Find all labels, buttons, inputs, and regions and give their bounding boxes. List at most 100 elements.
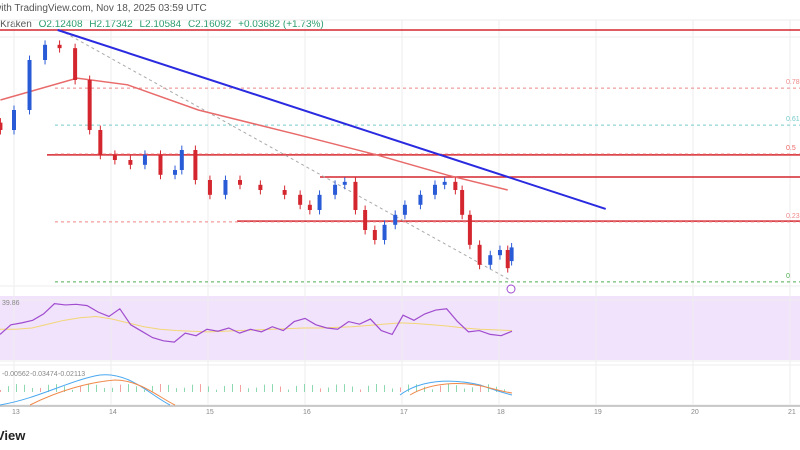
exchange-label: - Kraken (0, 19, 32, 30)
fib-level-label: 0.786 (786, 79, 800, 86)
macd-histogram-bar (456, 385, 457, 392)
macd-histogram-bar (440, 385, 441, 392)
macd-histogram-bar (320, 388, 321, 392)
candle (505, 250, 510, 269)
rsi-panel (0, 296, 800, 360)
macd-histogram-bar (104, 388, 105, 392)
macd-value-label: -0.00562 (2, 371, 30, 378)
macd-histogram-bar (280, 386, 281, 392)
macd-histogram-bar (208, 386, 209, 392)
macd-histogram-bar (64, 386, 65, 392)
macd-histogram-bar (216, 389, 217, 392)
rsi-line (0, 303, 513, 343)
x-tick-label: 13 (12, 409, 20, 416)
macd-histogram-bar (392, 388, 393, 392)
macd-histogram-bar (336, 384, 337, 392)
macd-histogram-bar (352, 386, 353, 392)
macd-histogram-bar (240, 384, 241, 392)
macd-histogram-bar (304, 384, 305, 392)
candle (282, 190, 287, 195)
macd-histogram-bar (88, 384, 89, 392)
candle (488, 255, 493, 265)
macd-histogram-bar (136, 386, 137, 392)
macd-histogram-bar (344, 384, 345, 392)
candle (87, 80, 92, 130)
candle (158, 154, 163, 175)
fib-trend-line (59, 29, 511, 281)
candle (27, 60, 32, 110)
macd-histogram-bar (272, 384, 273, 392)
macd-histogram-bar (384, 385, 385, 392)
macd-histogram-bar (0, 390, 1, 392)
candle (307, 204, 312, 210)
macd-histogram-bar (160, 384, 161, 392)
macd-histogram-bar (448, 384, 449, 392)
candle (363, 210, 368, 230)
macd-histogram-bar (464, 388, 465, 392)
candle (393, 214, 398, 225)
candle (142, 154, 147, 165)
macd-histogram-bar (8, 386, 9, 392)
macd-histogram-bar (472, 387, 473, 392)
candle (193, 150, 198, 180)
macd-histogram-bar (408, 384, 409, 392)
macd-histogram-bar (192, 384, 193, 392)
macd-histogram-bar (184, 387, 185, 392)
macd-histogram-bar (312, 385, 313, 392)
macd-value-label: -0.02113 (58, 371, 85, 378)
macd-histogram-bar (504, 389, 505, 392)
macd-histogram-bar (16, 384, 17, 392)
macd-histogram-bar (72, 389, 73, 392)
trend-line (57, 29, 607, 210)
macd-histogram-bar (416, 384, 417, 392)
alert-marker-icon (506, 284, 516, 294)
candle (298, 194, 303, 205)
macd-histogram-bar (176, 388, 177, 392)
candle (12, 110, 16, 130)
candle (497, 250, 502, 256)
candle (509, 247, 514, 262)
candle (453, 181, 458, 190)
close-value: C2.16092 (187, 19, 232, 30)
x-tick-label: 18 (497, 409, 505, 416)
macd-histogram-bar (112, 387, 113, 392)
fib-level-label: 0.236 (786, 213, 800, 220)
fib-level-label: 0 (786, 273, 790, 280)
macd-histogram-bar (144, 389, 145, 392)
candle (382, 224, 387, 240)
macd-histogram-bar (80, 386, 81, 392)
candle (179, 150, 184, 170)
macd-histogram-bar (376, 384, 377, 392)
candle (432, 184, 437, 195)
candle (442, 181, 447, 185)
macd-histogram-bar (424, 386, 425, 392)
macd-histogram-bar (288, 389, 289, 392)
candle (43, 44, 48, 60)
candle (173, 170, 178, 175)
macd-histogram-bar (296, 385, 297, 392)
macd-histogram-bar (432, 389, 433, 392)
candle (402, 204, 407, 215)
macd-histogram-bar (256, 387, 257, 392)
macd-signal-line (29, 379, 513, 406)
macd-histogram-bar (168, 384, 169, 392)
change-value: +0.03682 (+1.73%) (238, 19, 324, 30)
moving-average-line (0, 77, 508, 191)
macd-histogram-bar (48, 384, 49, 392)
candle (467, 214, 472, 245)
candle (128, 160, 133, 165)
macd-histogram-bar (152, 385, 153, 392)
candle (207, 180, 212, 195)
x-tick-label: 14 (109, 409, 117, 416)
macd-histogram-bar (328, 387, 329, 392)
low-value: L2.10584 (139, 19, 182, 30)
candle (372, 230, 377, 240)
x-tick-label: 15 (206, 409, 214, 416)
candle (238, 180, 243, 185)
macd-histogram-bar (224, 385, 225, 392)
candle (258, 184, 263, 190)
candle (342, 181, 347, 185)
macd-histogram-bar (400, 387, 401, 392)
candle (353, 181, 358, 210)
